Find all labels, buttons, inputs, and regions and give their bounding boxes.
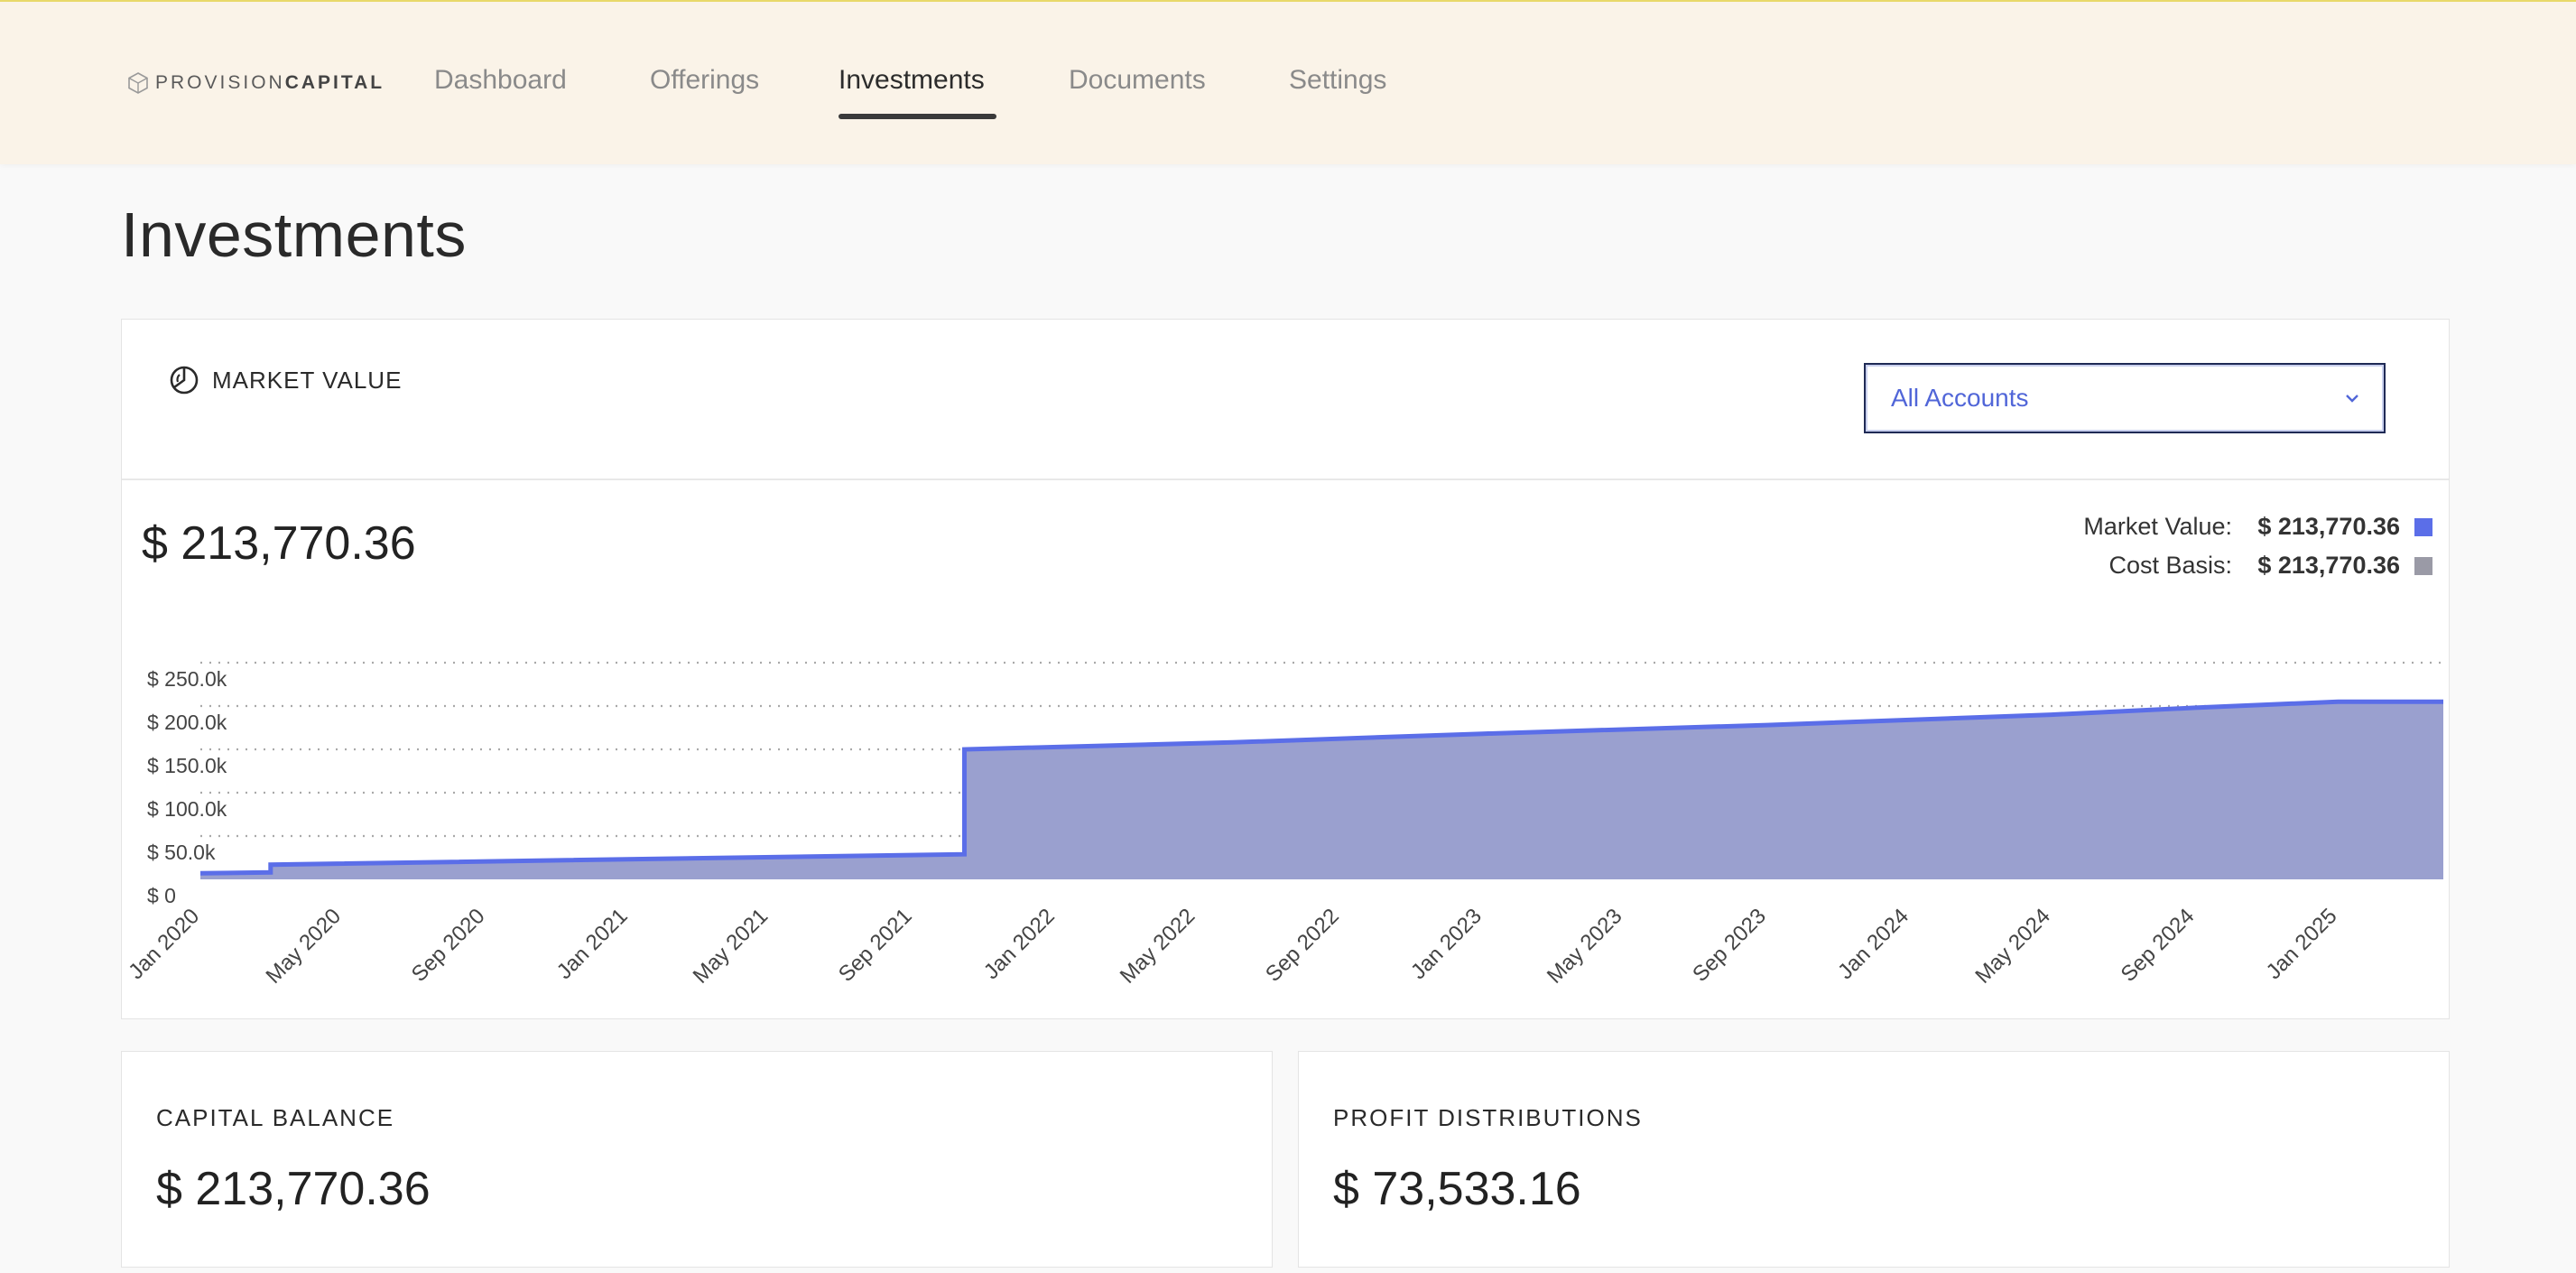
active-tab-indicator [839, 114, 996, 119]
page-title: Investments [121, 200, 467, 270]
market-value-heading: MARKET VALUE [169, 365, 402, 395]
y-tick-label: $ 0 [147, 884, 176, 907]
market-value-line [199, 699, 2443, 876]
capital-balance-value: $ 213,770.36 [156, 1163, 431, 1215]
x-tick-label: May 2022 [1116, 904, 1200, 989]
legend-swatch [2414, 517, 2432, 536]
x-tick-label: Sep 2023 [1688, 904, 1771, 987]
y-tick-label: $ 100.0k [147, 797, 227, 821]
x-tick-label: Sep 2020 [407, 904, 490, 987]
x-tick-label: Jan 2021 [552, 904, 633, 984]
x-tick-label: Sep 2022 [1261, 904, 1344, 987]
y-tick-label: $ 250.0k [147, 667, 227, 691]
market-value-total: $ 213,770.36 [142, 517, 416, 570]
x-tick-label: Jan 2020 [124, 904, 204, 984]
tab-settings[interactable]: Settings [1289, 65, 1387, 95]
market-value-label: MARKET VALUE [212, 366, 403, 394]
market-value-area [200, 702, 2443, 879]
profit-distributions-card: PROFIT DISTRIBUTIONS $ 73,533.16 [1298, 1051, 2450, 1268]
market-value-card: MARKET VALUE All Accounts $ 213,770.36 M… [121, 319, 2450, 1019]
x-tick-label: Sep 2021 [834, 904, 917, 987]
y-tick-label: $ 50.0k [147, 841, 216, 864]
x-tick-label: Jan 2024 [1833, 904, 1913, 984]
chart-legend: Market Value: $ 213,770.36 Cost Basis: $… [2083, 507, 2432, 585]
brand-name-bold: CAPITAL [284, 72, 385, 93]
capital-balance-label: CAPITAL BALANCE [156, 1104, 395, 1131]
profit-distributions-value: $ 73,533.16 [1333, 1163, 1581, 1215]
brand-name-light: PROVISION [155, 72, 285, 93]
x-tick-label: May 2021 [689, 904, 774, 989]
x-tick-label: Jan 2025 [2262, 904, 2342, 984]
tab-offerings[interactable]: Offerings [650, 65, 760, 95]
x-tick-label: Sep 2024 [2117, 904, 2200, 987]
x-tick-label: May 2020 [261, 904, 346, 989]
pie-chart-icon [170, 366, 199, 395]
x-tick-label: Jan 2023 [1406, 904, 1487, 984]
legend-swatch [2414, 556, 2432, 575]
legend-value: $ 213,770.36 [2257, 552, 2400, 579]
tab-documents[interactable]: Documents [1069, 65, 1206, 95]
account-select[interactable]: All Accounts [1864, 363, 2386, 433]
top-nav-bar: PROVISIONCAPITAL Dashboard Offerings Inv… [0, 0, 2576, 164]
x-tick-label: Jan 2022 [979, 904, 1060, 984]
market-value-card-header: MARKET VALUE All Accounts [122, 320, 2449, 480]
legend-label: Cost Basis: [2108, 552, 2232, 579]
market-value-chart: $ 0 $ 50.0k $ 100.0k $ 150.0k $ 200.0k $ 250.… [124, 661, 2443, 989]
legend-value: $ 213,770.36 [2257, 513, 2400, 540]
cube-logo-icon [128, 72, 148, 94]
legend-label: Market Value: [2083, 513, 2232, 540]
brand-logo[interactable]: PROVISIONCAPITAL [128, 72, 385, 94]
account-select-value: All Accounts [1891, 384, 2029, 412]
x-tick-label: May 2024 [1970, 904, 2055, 989]
x-tick-label: May 2023 [1543, 904, 1627, 989]
legend-item-cost-basis: Cost Basis: $ 213,770.36 [2083, 546, 2432, 585]
chevron-down-icon [2346, 395, 2358, 403]
capital-balance-card: CAPITAL BALANCE $ 213,770.36 [121, 1051, 1273, 1268]
y-tick-label: $ 150.0k [147, 754, 227, 777]
y-tick-label: $ 200.0k [147, 711, 227, 734]
profit-distributions-label: PROFIT DISTRIBUTIONS [1333, 1104, 1643, 1131]
tab-investments[interactable]: Investments [839, 65, 985, 95]
legend-item-market-value: Market Value: $ 213,770.36 [2083, 507, 2432, 546]
tab-dashboard[interactable]: Dashboard [434, 65, 567, 95]
